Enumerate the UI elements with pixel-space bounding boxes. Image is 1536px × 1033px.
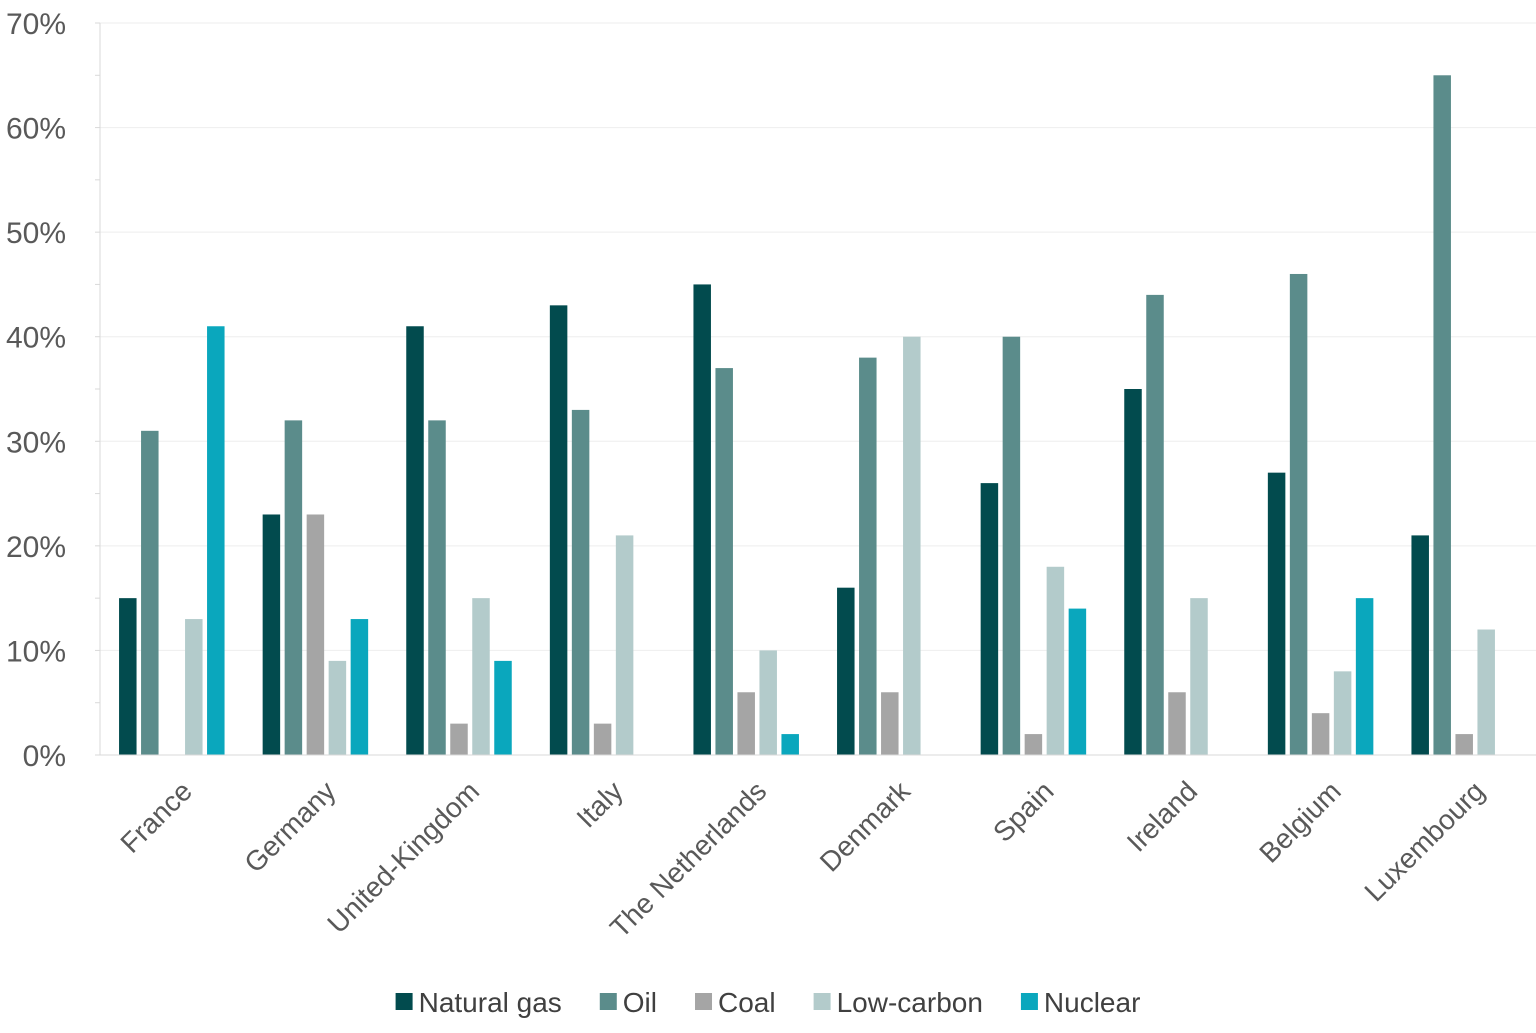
bar-natural-gas-italy — [549, 305, 568, 755]
legend-swatch-nuclear — [1020, 993, 1038, 1010]
legend-swatch-natural-gas — [395, 993, 413, 1010]
bar-nuclear-germany — [350, 619, 369, 755]
legend-label-nuclear: Nuclear — [1044, 987, 1140, 1018]
bar-low-carbon-luxembourg — [1477, 629, 1495, 755]
y-tick-label: 50% — [6, 217, 66, 250]
x-tick-label: United-Kingdom — [321, 775, 485, 939]
bar-low-carbon-denmark — [903, 336, 921, 755]
bar-low-carbon-france — [185, 619, 203, 755]
bar-nuclear-the-netherlands — [781, 734, 799, 755]
x-tick-label: Ireland — [1121, 775, 1203, 857]
bar-coal-spain — [1024, 734, 1043, 755]
legend-label-natural-gas: Natural gas — [419, 987, 562, 1018]
gridlines — [100, 22, 1536, 651]
bar-coal-belgium — [1311, 713, 1330, 755]
bar-coal-ireland — [1168, 692, 1186, 755]
bar-oil-denmark — [859, 357, 877, 755]
bar-coal-united-kingdom — [450, 723, 468, 755]
bar-nuclear-united-kingdom — [494, 660, 512, 755]
bar-low-carbon-ireland — [1190, 598, 1208, 755]
bar-oil-ireland — [1146, 294, 1164, 755]
bar-oil-spain — [1002, 336, 1021, 755]
bar-coal-luxembourg — [1455, 734, 1473, 755]
legend-swatch-oil — [599, 993, 617, 1010]
bar-low-carbon-germany — [328, 660, 347, 755]
legend-swatch-coal — [695, 993, 713, 1010]
bars — [119, 75, 1495, 756]
bar-coal-the-netherlands — [737, 692, 755, 755]
y-axis: 0% 10% 20% 30% 40% 50% 60% 70% — [6, 8, 101, 773]
bar-natural-gas-the-netherlands — [693, 284, 711, 755]
bar-oil-germany — [284, 420, 303, 755]
bar-nuclear-france — [207, 326, 225, 755]
bar-oil-the-netherlands — [715, 368, 733, 755]
bar-natural-gas-luxembourg — [1411, 535, 1429, 755]
y-tick-label: 40% — [6, 322, 66, 355]
legend-label-coal: Coal — [718, 987, 776, 1018]
y-tick-label: 0% — [23, 740, 66, 773]
bar-coal-denmark — [881, 692, 899, 755]
y-tick-label: 30% — [6, 426, 66, 459]
bar-low-carbon-the-netherlands — [759, 650, 777, 755]
bar-natural-gas-belgium — [1267, 472, 1286, 755]
x-tick-label: France — [114, 775, 198, 859]
x-tick-label: Germany — [238, 775, 341, 878]
bar-oil-france — [141, 430, 159, 755]
bar-coal-italy — [593, 723, 612, 755]
legend: Natural gas Oil Coal Low-carbon Nuclear — [395, 987, 1140, 1018]
bar-oil-italy — [571, 409, 590, 755]
bar-nuclear-belgium — [1355, 598, 1374, 755]
bar-low-carbon-spain — [1046, 566, 1065, 755]
x-tick-label: Luxembourg — [1358, 775, 1490, 907]
bar-natural-gas-denmark — [837, 587, 855, 755]
x-tick-label: Spain — [987, 775, 1060, 848]
y-tick-label: 20% — [6, 531, 66, 564]
bar-low-carbon-united-kingdom — [472, 598, 490, 755]
bar-oil-luxembourg — [1433, 75, 1451, 756]
bar-low-carbon-belgium — [1333, 671, 1352, 755]
bar-natural-gas-ireland — [1124, 389, 1142, 755]
y-tick-label: 70% — [6, 8, 66, 41]
y-tick-label: 10% — [6, 635, 66, 668]
bar-natural-gas-united-kingdom — [406, 326, 424, 755]
bar-natural-gas-germany — [262, 514, 281, 755]
bar-oil-united-kingdom — [428, 420, 446, 755]
bar-low-carbon-italy — [615, 535, 634, 755]
bar-natural-gas-spain — [980, 483, 999, 755]
bar-coal-germany — [306, 514, 325, 755]
legend-label-low-carbon: Low-carbon — [837, 987, 983, 1018]
x-tick-label: Italy — [571, 775, 629, 833]
legend-label-oil: Oil — [623, 987, 657, 1018]
y-tick-label: 60% — [6, 113, 66, 146]
bar-nuclear-spain — [1068, 608, 1087, 755]
x-tick-label: The Netherlands — [604, 775, 772, 943]
bar-natural-gas-france — [119, 598, 137, 755]
bar-oil-belgium — [1289, 273, 1308, 755]
legend-swatch-low-carbon — [813, 993, 831, 1010]
x-tick-label: Belgium — [1253, 775, 1346, 868]
x-tick-label: Denmark — [814, 775, 917, 878]
